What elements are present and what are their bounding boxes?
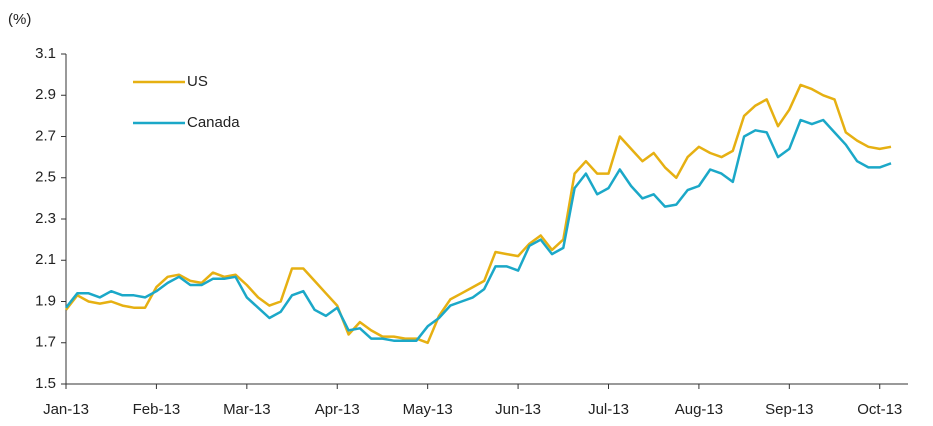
x-tick-label: Feb-13	[133, 401, 181, 418]
line-series	[65, 83, 892, 345]
y-tick-label: 1.5	[35, 375, 56, 392]
y-tick-label: 2.7	[35, 127, 56, 144]
legend-label: US	[187, 73, 208, 90]
y-tick-label: 2.3	[35, 210, 56, 227]
y-tick-label: 2.1	[35, 251, 56, 268]
y-tick-label: 1.9	[35, 292, 56, 309]
y-tick-label: 3.1	[35, 45, 56, 62]
y-tick-label: 2.5	[35, 169, 56, 186]
x-tick-label: Apr-13	[315, 401, 360, 418]
x-tick-label: May-13	[403, 401, 453, 418]
x-tick-label: Aug-13	[675, 401, 723, 418]
x-tick-label: Jul-13	[588, 401, 629, 418]
y-tick-label: 1.7	[35, 334, 56, 351]
x-tick-label: Mar-13	[223, 401, 271, 418]
x-tick-label: Sep-13	[765, 401, 813, 418]
y-tick-label: 2.9	[35, 86, 56, 103]
legend-label: Canada	[187, 114, 240, 131]
y-axis-label: (%)	[8, 11, 31, 28]
x-tick-label: Oct-13	[857, 401, 902, 418]
line-series	[65, 118, 892, 342]
x-tick-label: Jan-13	[43, 401, 89, 418]
x-tick-label: Jun-13	[495, 401, 541, 418]
